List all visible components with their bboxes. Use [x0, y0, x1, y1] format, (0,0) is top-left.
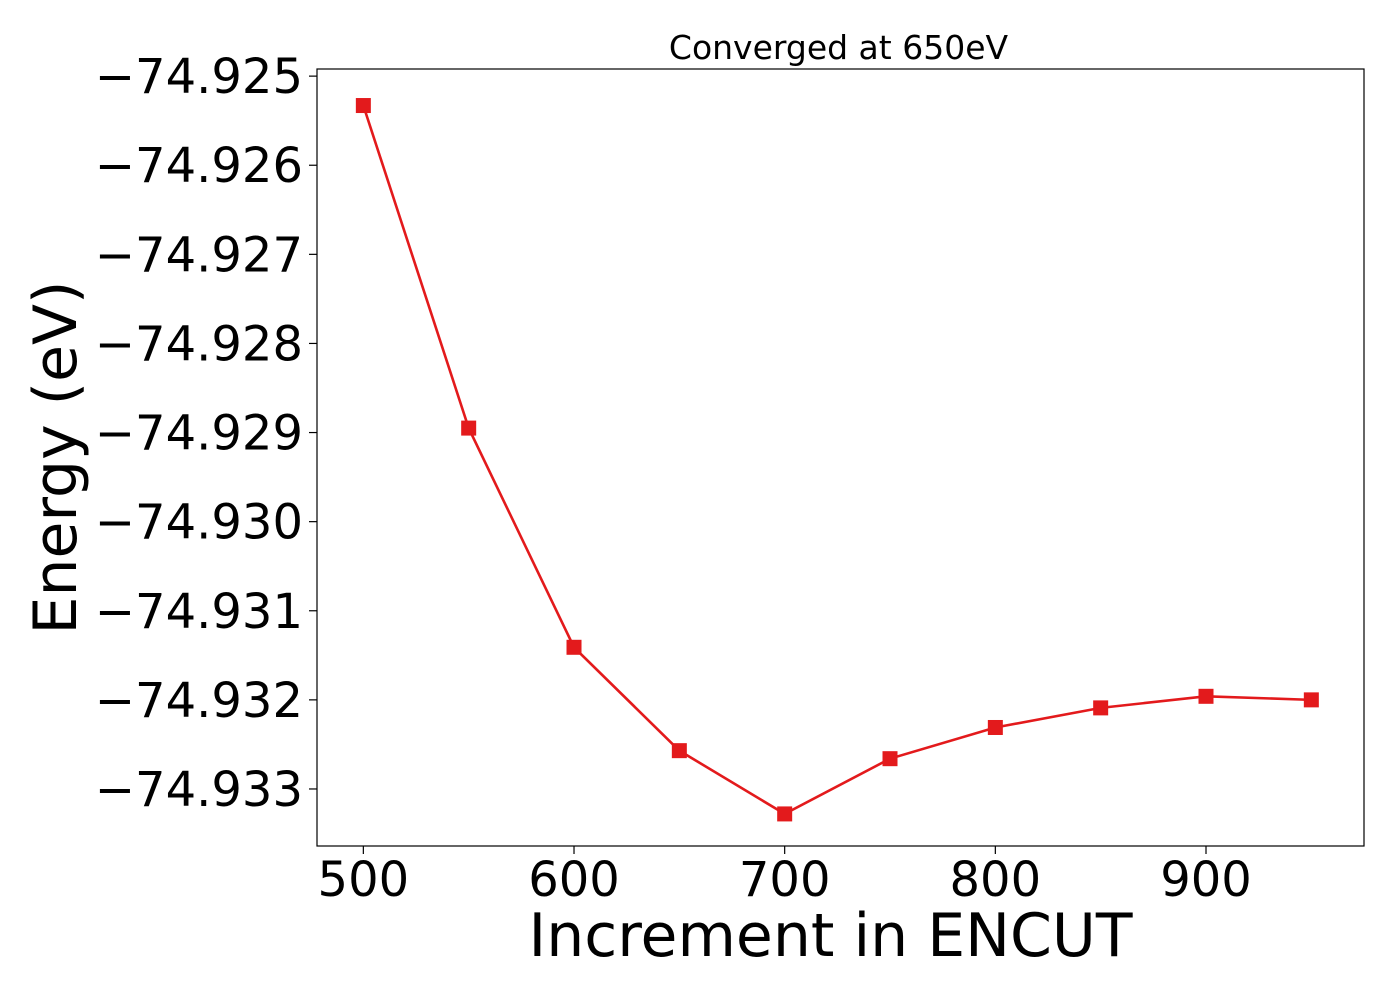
- y-axis-title: Energy (eV): [21, 281, 91, 635]
- data-point-marker: [1093, 700, 1109, 716]
- y-tick-label: −74.930: [95, 495, 303, 551]
- y-tick-label: −74.931: [95, 584, 303, 640]
- y-tick-label: −74.926: [95, 138, 303, 194]
- x-tick-label: 800: [950, 852, 1042, 908]
- data-point-marker: [461, 420, 477, 436]
- data-point-marker: [671, 743, 687, 759]
- data-point-marker: [987, 719, 1003, 735]
- y-tick-label: −74.932: [95, 673, 303, 729]
- chart-title: Converged at 650eV: [669, 28, 1009, 67]
- x-tick-label: 500: [318, 852, 410, 908]
- series-line: [362, 105, 1312, 816]
- x-tick-label: 600: [528, 852, 620, 908]
- data-point-marker: [1303, 692, 1319, 708]
- data-point-marker: [566, 639, 582, 655]
- y-tick-label: −74.928: [95, 316, 303, 372]
- data-point-marker: [355, 98, 371, 114]
- data-point-marker: [1198, 688, 1214, 704]
- y-tick-label: −74.927: [95, 227, 303, 283]
- y-tick-label: −74.933: [95, 762, 303, 818]
- y-tick-label: −74.925: [95, 49, 303, 105]
- y-tick-label: −74.929: [95, 406, 303, 462]
- data-point-marker: [777, 806, 793, 822]
- x-tick-label: 900: [1160, 852, 1252, 908]
- data-point-marker: [882, 751, 898, 767]
- x-axis-title: Increment in ENCUT: [529, 901, 1133, 971]
- x-tick-label: 700: [739, 852, 831, 908]
- plot-area-frame: [316, 68, 1365, 847]
